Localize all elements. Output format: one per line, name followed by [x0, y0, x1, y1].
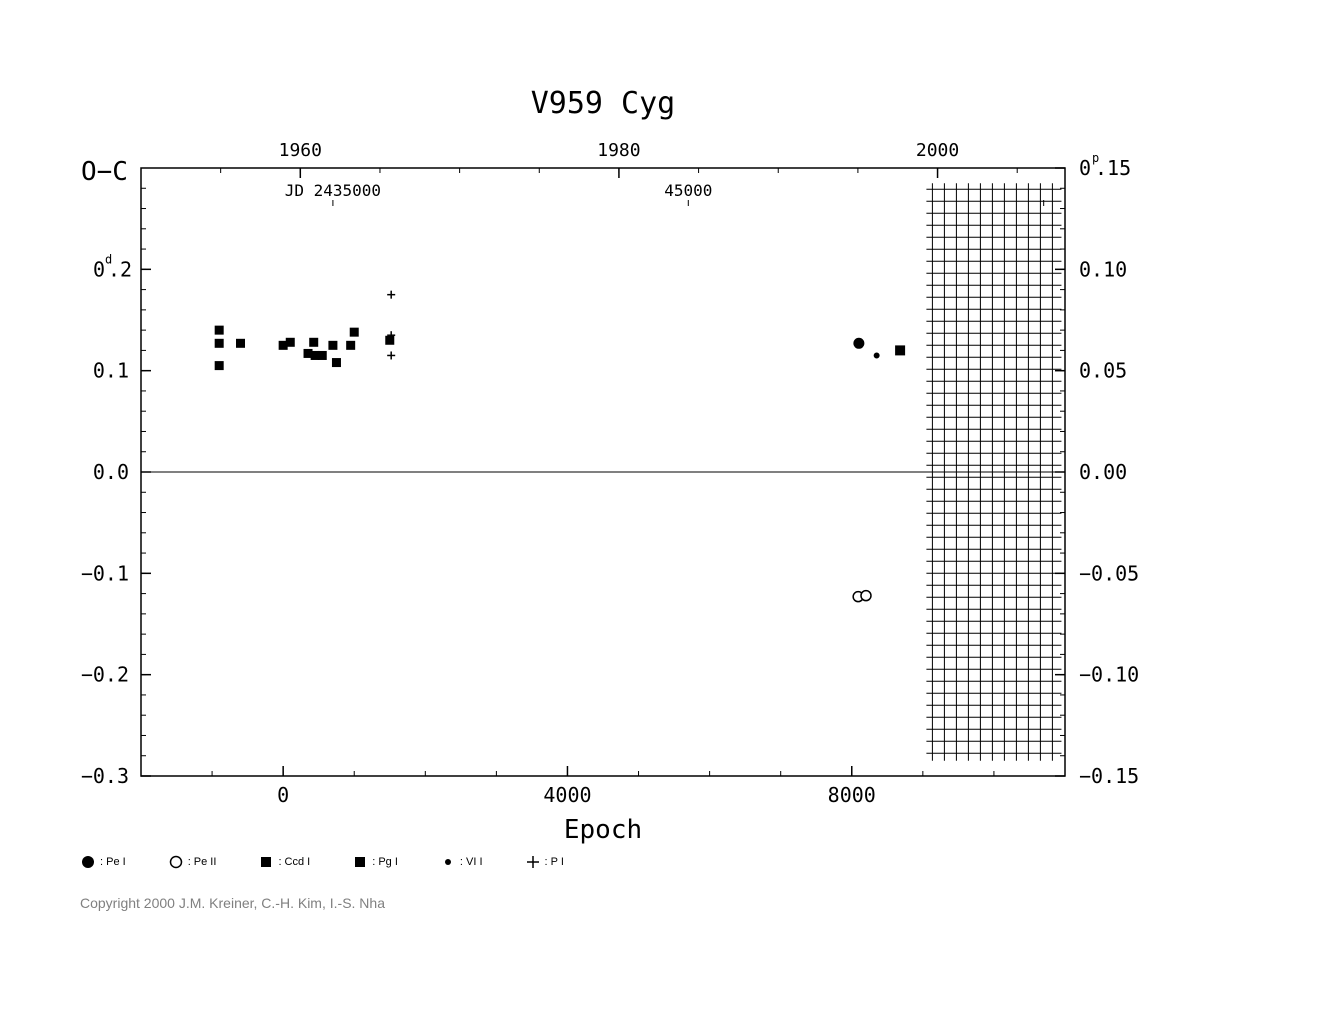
svg-text:0.10: 0.10: [1079, 257, 1127, 281]
svg-text:0.00: 0.00: [1079, 460, 1127, 484]
x-axis-label: Epoch: [564, 815, 642, 845]
legend-label: : Pe I: [100, 856, 126, 868]
svg-text:JD 2435000: JD 2435000: [285, 181, 381, 200]
legend-item: : Pe I: [80, 854, 126, 870]
legend-item: : Pg I: [352, 854, 398, 870]
legend-label: : P I: [545, 856, 564, 868]
legend-item: : P I: [525, 854, 564, 870]
legend-label: : Pe II: [188, 856, 217, 868]
legend-item: : VI I: [440, 854, 483, 870]
svg-text:4000: 4000: [543, 783, 591, 807]
svg-text:0: 0: [1079, 156, 1091, 180]
svg-text:1980: 1980: [597, 140, 640, 161]
y-axis-label: O−C: [81, 157, 128, 187]
legend: : Pe I : Pe II : Ccd I : Pg I : VI I : P I: [80, 854, 596, 870]
svg-text:0.1: 0.1: [93, 359, 129, 383]
svg-text:0.0: 0.0: [93, 460, 129, 484]
svg-text:2000: 2000: [916, 140, 959, 161]
svg-text:8000: 8000: [828, 783, 876, 807]
svg-text:.15: .15: [1095, 156, 1131, 180]
svg-text:45000: 45000: [664, 181, 712, 200]
svg-text:−0.05: −0.05: [1079, 561, 1139, 585]
svg-text:1960: 1960: [279, 140, 322, 161]
svg-text:.2: .2: [108, 257, 132, 281]
legend-item: : Pe II: [168, 854, 217, 870]
copyright-text: Copyright 2000 J.M. Kreiner, C.-H. Kim, …: [80, 895, 385, 911]
legend-label: : VI I: [460, 856, 483, 868]
svg-text:−0.15: −0.15: [1079, 764, 1139, 788]
svg-text:0: 0: [93, 257, 105, 281]
legend-item: : Ccd I: [258, 854, 310, 870]
svg-text:−0.3: −0.3: [81, 764, 129, 788]
svg-text:0: 0: [277, 783, 289, 807]
svg-text:0.05: 0.05: [1079, 359, 1127, 383]
svg-text:−0.10: −0.10: [1079, 663, 1139, 687]
legend-label: : Pg I: [372, 856, 398, 868]
legend-label: : Ccd I: [278, 856, 310, 868]
svg-text:−0.2: −0.2: [81, 663, 129, 687]
svg-text:−0.1: −0.1: [81, 561, 129, 585]
chart-title: V959 Cyg: [531, 86, 676, 121]
chart-stage: 0d.20.10.0−0.1−0.2−0.3O−C0p.150.100.050.…: [0, 0, 1325, 1020]
